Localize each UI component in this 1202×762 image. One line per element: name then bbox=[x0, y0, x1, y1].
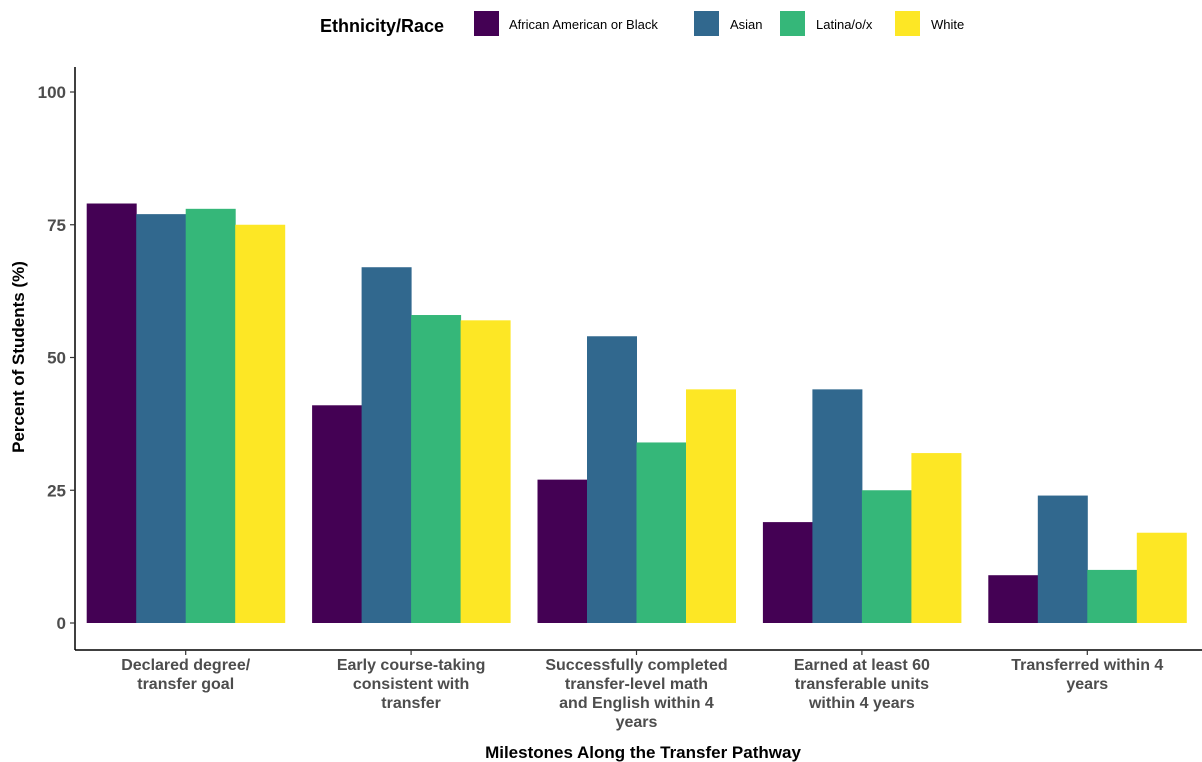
legend-label: White bbox=[931, 17, 964, 32]
x-tick-label: Declared degree/transfer goal bbox=[121, 657, 251, 693]
legend-label: Latina/o/x bbox=[816, 17, 873, 32]
bar bbox=[1136, 532, 1187, 623]
legend-key bbox=[694, 11, 719, 36]
y-tick-label: 0 bbox=[57, 614, 66, 633]
x-tick-label-line: years bbox=[616, 714, 658, 731]
x-tick-label-line: Successfully completed bbox=[545, 657, 727, 674]
legend-label: Asian bbox=[730, 17, 763, 32]
y-tick-label: 25 bbox=[47, 481, 66, 500]
bar bbox=[636, 442, 687, 623]
x-tick-label-line: Transferred within 4 bbox=[1011, 657, 1163, 674]
bar bbox=[235, 224, 286, 623]
x-tick-label-line: years bbox=[1066, 676, 1108, 693]
bar bbox=[686, 389, 736, 623]
bar bbox=[762, 522, 813, 623]
axes: 0 25 50 75 100 Declared degree/transfer goal E… bbox=[38, 67, 1202, 731]
y-tick-label: 75 bbox=[47, 216, 66, 235]
bar bbox=[86, 203, 137, 623]
bar bbox=[861, 490, 912, 623]
x-tick-label-line: consistent with bbox=[353, 676, 469, 693]
legend-key bbox=[895, 11, 920, 36]
x-tick-label-line: Earned at least 60 bbox=[794, 657, 930, 674]
bar bbox=[460, 320, 511, 623]
x-tick-label-line: Early course-taking bbox=[337, 657, 486, 674]
legend: Ethnicity/Race African American or Black… bbox=[320, 11, 964, 36]
bar bbox=[988, 575, 1039, 623]
bar bbox=[361, 267, 412, 623]
legend-title: Ethnicity/Race bbox=[320, 16, 444, 36]
y-tick-label: 100 bbox=[38, 83, 66, 102]
x-tick-label-line: Declared degree/ bbox=[121, 657, 251, 674]
legend-key bbox=[780, 11, 805, 36]
y-tick-label: 50 bbox=[47, 349, 66, 368]
x-tick-label-line: transfer-level math bbox=[565, 676, 708, 693]
x-tick-label: Successfully completed transfer-level mat… bbox=[545, 657, 727, 731]
x-tick-label-line: and English within 4 bbox=[559, 695, 714, 712]
x-tick-label-line: transferable units bbox=[795, 676, 929, 693]
x-tick-label-line: transfer bbox=[381, 695, 441, 712]
bar bbox=[185, 208, 236, 623]
bars bbox=[86, 203, 1187, 623]
x-tick-label: Transferred within 4 years bbox=[1011, 657, 1163, 693]
bar bbox=[587, 336, 637, 623]
bar bbox=[812, 389, 863, 623]
legend-key bbox=[474, 11, 499, 36]
bar bbox=[911, 453, 962, 623]
bar bbox=[411, 315, 462, 623]
x-tick-label: Early course-taking consistent with transf… bbox=[337, 657, 486, 712]
x-tick-label: Earned at least 60 transferable units with… bbox=[794, 657, 930, 712]
x-axis-title: Milestones Along the Transfer Pathway bbox=[485, 743, 801, 762]
x-tick-label-line: within 4 years bbox=[808, 695, 915, 712]
bar bbox=[537, 479, 588, 623]
bar bbox=[136, 214, 187, 623]
bar bbox=[1037, 495, 1088, 623]
x-tick-label-line: transfer goal bbox=[137, 676, 234, 693]
bar bbox=[312, 405, 363, 623]
y-axis-title: Percent of Students (%) bbox=[9, 261, 28, 453]
bar bbox=[1087, 569, 1138, 623]
legend-label: African American or Black bbox=[509, 17, 658, 32]
